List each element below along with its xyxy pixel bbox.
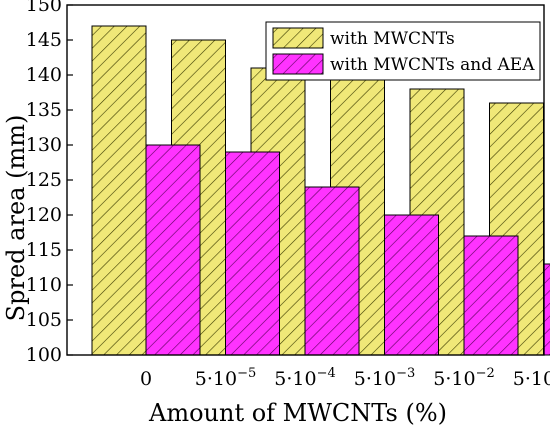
- bar: [91, 25, 147, 356]
- legend-label: with MWCNTs and AEA: [330, 55, 535, 75]
- x-axis-title: Amount of MWCNTs (%): [148, 399, 447, 427]
- bars-layer: [91, 25, 550, 356]
- bar: [304, 186, 360, 356]
- x-tick-label: 5·10−5: [195, 366, 256, 390]
- axes: 100 105 110 115 120 125 130 135 140 145 150 0 5·10−5…: [26, 0, 550, 390]
- y-tick-label: 130: [26, 134, 62, 156]
- y-tick-label: 105: [26, 309, 62, 331]
- x-tick-label: 5·10−4: [274, 366, 335, 390]
- bar-outline: [145, 144, 201, 356]
- x-tick-label: 5·10−1: [513, 366, 550, 390]
- bar: [225, 151, 280, 356]
- legend-swatch: [272, 53, 324, 75]
- x-tick-label: 0: [140, 368, 152, 390]
- bar: [145, 144, 201, 356]
- y-tick-label: 120: [26, 204, 62, 226]
- legend-item: with MWCNTs: [272, 27, 455, 49]
- y-axis-title: Spred area (mm): [2, 115, 30, 322]
- y-tick-label: 135: [26, 99, 62, 121]
- legend-item: with MWCNTs and AEA: [272, 53, 535, 75]
- y-tick-label: 100: [26, 344, 62, 366]
- bar-outline: [225, 151, 280, 356]
- bar: [384, 214, 439, 356]
- bar-outline: [91, 25, 147, 356]
- y-tick-label: 140: [26, 64, 62, 86]
- x-tick-label: 5·10−3: [354, 366, 415, 390]
- x-tick-label: 5·10−2: [433, 366, 494, 390]
- y-tick-label: 115: [26, 239, 62, 261]
- legend-label: with MWCNTs: [330, 29, 455, 49]
- y-tick-label: 145: [26, 29, 62, 51]
- y-tick-label: 110: [26, 274, 62, 296]
- bar-outline: [463, 235, 519, 356]
- bar: [463, 235, 519, 356]
- y-tick-label: 125: [26, 169, 62, 191]
- bar-outline: [384, 214, 439, 356]
- legend-swatch: [272, 27, 324, 49]
- bar-outline: [304, 186, 360, 356]
- legend: with MWCNTs with MWCNTs and AEA: [265, 21, 541, 81]
- y-tick-label: 150: [26, 0, 62, 16]
